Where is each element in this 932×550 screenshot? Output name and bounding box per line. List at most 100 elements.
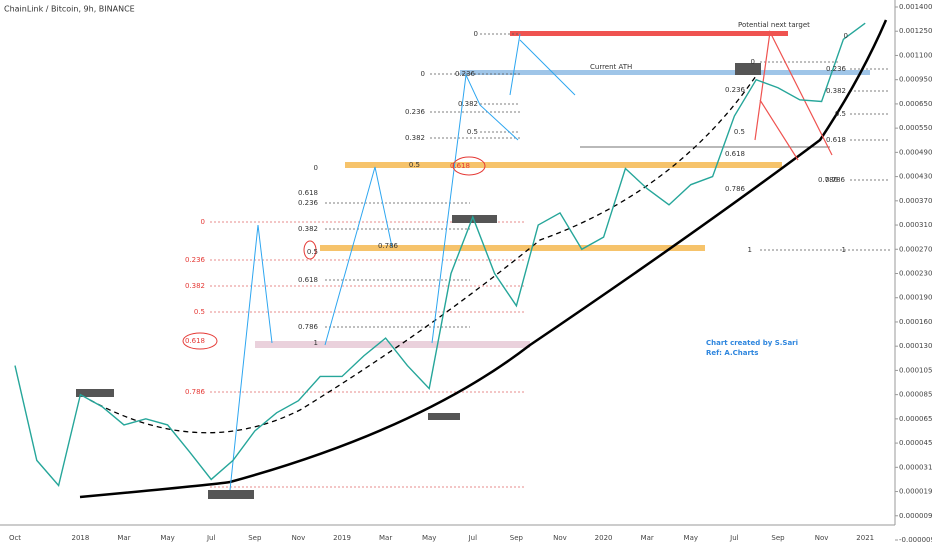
y-tick-label: 0.00003100 xyxy=(899,463,932,471)
fib-label: 0.236 xyxy=(725,86,746,94)
y-tick-label: 0.00065000 xyxy=(899,100,932,108)
fib-label: 0 xyxy=(421,70,425,78)
fib-label: 0.382 xyxy=(298,225,318,233)
fib-band xyxy=(320,245,705,251)
highlight-circle xyxy=(303,240,317,260)
fib-label: 0.618 xyxy=(185,337,205,345)
fib-label: 0.236 xyxy=(455,70,476,78)
x-tick-label: Oct xyxy=(9,534,21,542)
x-tick-label: Sep xyxy=(248,534,262,542)
y-tick-label: 0.00004500 xyxy=(899,439,932,447)
highlight-circle xyxy=(182,332,218,350)
x-tick-label: Nov xyxy=(292,534,306,542)
y-tick-label: 0.00055000 xyxy=(899,124,932,132)
x-tick-label: May xyxy=(684,534,698,542)
fib-label: 0.786 xyxy=(378,242,399,250)
fib-label: 1 xyxy=(314,339,318,347)
marker-box xyxy=(208,490,254,499)
fib-label: 0.382 xyxy=(826,87,846,95)
fib-label: 0.5 xyxy=(835,110,846,118)
highlight-circle xyxy=(452,156,486,176)
x-tick-label: Jul xyxy=(206,534,216,542)
support-curve xyxy=(79,19,888,499)
x-tick-label: Nov xyxy=(553,534,567,542)
annotation: Potential next target xyxy=(738,21,810,29)
fib-label: 0.618 xyxy=(725,150,745,158)
y-tick-label: 0.00043000 xyxy=(899,173,932,181)
fib-label: 0 xyxy=(474,30,478,38)
x-tick-label: Sep xyxy=(510,534,524,542)
x-tick-label: 2019 xyxy=(333,534,351,542)
marker-box xyxy=(452,215,497,223)
annotation: Ref: A.Charts xyxy=(706,349,758,357)
y-tick-label: 0.00095000 xyxy=(899,76,932,84)
fib-lines xyxy=(325,33,890,328)
annotation: Chart created by S.Sari xyxy=(706,339,798,347)
projection-arrows xyxy=(229,33,576,491)
fib-label: 0.786 xyxy=(725,185,746,193)
annotation: Current ATH xyxy=(590,63,632,71)
fib-label: 0.236 xyxy=(826,65,847,73)
fib-label: 0.786 xyxy=(818,176,839,184)
fib-label: 0 xyxy=(844,32,848,40)
x-tick-label: Mar xyxy=(641,534,654,542)
price-line xyxy=(14,22,866,487)
y-tick-label: 0.00006500 xyxy=(899,415,932,423)
marker-box xyxy=(735,63,761,75)
x-tick-label: May xyxy=(422,534,436,542)
x-tick-label: Sep xyxy=(771,534,785,542)
target-arrows xyxy=(754,30,833,161)
x-tick-label: Mar xyxy=(379,534,392,542)
fib-label: 0 xyxy=(314,164,318,172)
y-tick-label: 0.00010500 xyxy=(899,366,932,374)
y-tick-label: 0.00110000 xyxy=(899,51,932,59)
fib-label: 1 xyxy=(748,246,752,254)
marker-box xyxy=(76,389,114,397)
fib-label: 0.236 xyxy=(405,108,426,116)
fib-band xyxy=(345,162,782,168)
fib-label: 0.5 xyxy=(409,161,420,169)
fib-label: 0.382 xyxy=(185,282,205,290)
y-tick-label: 0.00013000 xyxy=(899,342,932,350)
fib-label: 0.5 xyxy=(307,248,318,256)
y-tick-label: 0.00037000 xyxy=(899,197,932,205)
chart-title: ChainLink / Bitcoin, 9h, BINANCE xyxy=(4,5,135,14)
y-tick-label: 0.00125000 xyxy=(899,27,932,35)
marker-box xyxy=(428,413,460,420)
y-tick-label: 0.00016000 xyxy=(899,318,932,326)
fib-label: 0.786 xyxy=(825,176,846,184)
y-tick-label: 0.00000900 xyxy=(899,512,932,520)
x-tick-label: 2018 xyxy=(71,534,89,542)
y-tick-label: 0.00008500 xyxy=(899,391,932,399)
fib-label: 0.786 xyxy=(298,323,319,331)
x-tick-label: 2020 xyxy=(595,534,613,542)
x-tick-label: 2021 xyxy=(856,534,874,542)
y-tick-label: 0.00001900 xyxy=(899,488,932,496)
fib-label: 0.618 xyxy=(298,276,318,284)
y-tick-label: 0.00049000 xyxy=(899,148,932,156)
fib-label: 0.618 xyxy=(826,136,846,144)
fib-label: 0.786 xyxy=(185,388,206,396)
x-tick-label: Jul xyxy=(468,534,478,542)
x-tick-label: Jul xyxy=(729,534,739,542)
y-tick-label: 0.00027000 xyxy=(899,245,932,253)
fib-label: 0.236 xyxy=(298,199,319,207)
target-band xyxy=(510,31,788,36)
fib-band xyxy=(255,341,530,348)
fib-label: 0.382 xyxy=(405,134,425,142)
fib-label: 0 xyxy=(751,58,755,66)
x-tick-label: Nov xyxy=(815,534,829,542)
fib-label: 0.618 xyxy=(450,162,470,170)
fib-label: 0.618 xyxy=(298,189,318,197)
y-tick-label: 0.00140000 xyxy=(899,3,932,11)
fib-label: 0.5 xyxy=(467,128,478,136)
ath-band xyxy=(460,70,870,75)
fib-label: 1 xyxy=(842,246,846,254)
y-tick-label: 0.00023000 xyxy=(899,270,932,278)
x-tick-label: Mar xyxy=(117,534,130,542)
y-tick-label: 0.00031000 xyxy=(899,221,932,229)
x-tick-label: May xyxy=(160,534,174,542)
y-tick-label: 0.00019000 xyxy=(899,294,932,302)
